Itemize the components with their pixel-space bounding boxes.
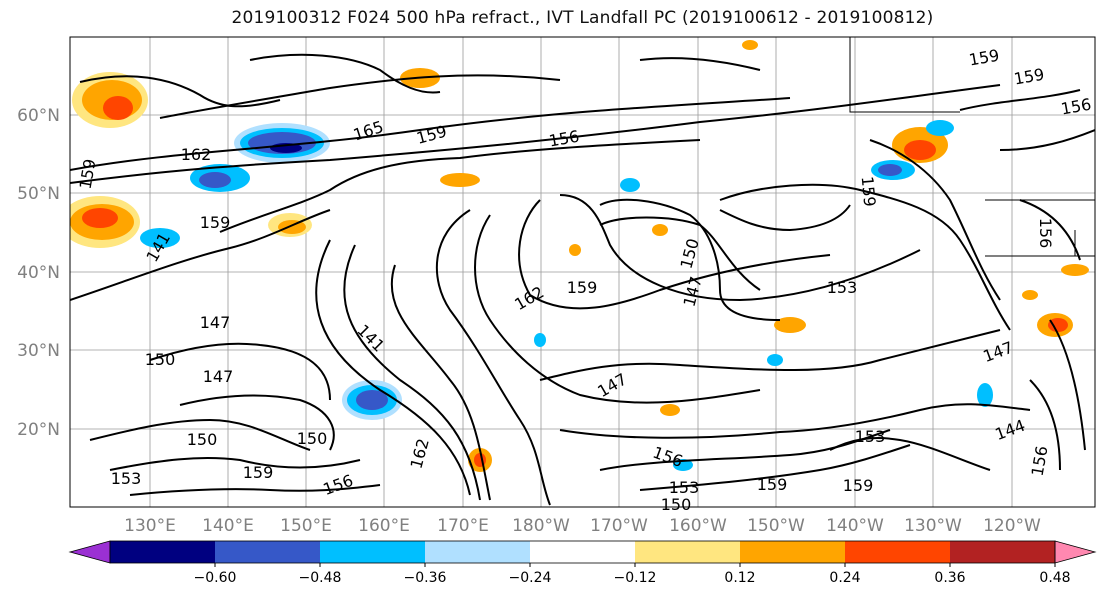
colorbar-cell — [110, 541, 215, 563]
lon-label: 140°W — [826, 516, 884, 536]
colorbar-cell — [425, 541, 530, 563]
contour-label: 150 — [297, 429, 328, 448]
colorbar: −0.60 −0.48 −0.36 −0.24 −0.12 0.12 0.24 0.36 0.4… — [68, 540, 1097, 586]
colorbar-cell — [215, 541, 320, 563]
lon-label: 170°E — [437, 516, 489, 536]
map-title: 2019100312 F024 500 hPa refract., IVT La… — [231, 8, 934, 28]
colorbar-cell — [740, 541, 845, 563]
colorbar-extend-low — [68, 540, 111, 564]
colorbar-cell — [320, 541, 425, 563]
lon-label: 160°E — [358, 516, 410, 536]
contour-label: 147 — [203, 367, 234, 386]
lon-label: 120°W — [983, 516, 1041, 536]
contour-label: 150 — [145, 350, 176, 369]
lon-label: 170°W — [590, 516, 648, 536]
contour-label: 153 — [669, 478, 700, 497]
lon-label: 150°W — [747, 516, 805, 536]
lon-label: 180°W — [512, 516, 570, 536]
colorbar-cell — [950, 541, 1055, 563]
lat-label: 20°N — [17, 420, 60, 440]
contour-label: 159 — [243, 463, 274, 482]
land-boundaries — [849, 37, 1095, 257]
colorbar-tick-label: −0.36 — [404, 570, 447, 586]
contour-label: 159 — [757, 475, 788, 494]
refractivity-contours — [70, 53, 1095, 506]
contour-label: 153 — [111, 469, 142, 488]
contour-label: 150 — [187, 430, 218, 449]
contour-label: 153 — [827, 278, 858, 297]
colorbar-cell — [530, 541, 635, 563]
colorbar-tick-label: 0.24 — [829, 570, 860, 586]
map-panel — [69, 36, 1096, 508]
contour-label: 156 — [1036, 218, 1055, 249]
lon-label: 160°W — [669, 516, 727, 536]
lat-label: 40°N — [17, 263, 60, 283]
colorbar-tick-label: 0.12 — [724, 570, 755, 586]
lat-label: 60°N — [17, 106, 60, 126]
contour-label: 147 — [200, 313, 231, 332]
contour-label: 159 — [858, 175, 880, 207]
colorbar-cell — [845, 541, 950, 563]
colorbar-tick-label: 0.36 — [934, 570, 965, 586]
contour-label: 159 — [200, 213, 231, 232]
contour-label: 150 — [661, 495, 692, 514]
latitude-labels: 60°N 50°N 40°N 30°N 20°N — [17, 106, 60, 440]
colorbar-extend-high — [1054, 540, 1097, 564]
lon-label: 150°E — [280, 516, 332, 536]
colorbar-tick-label: 0.48 — [1039, 570, 1070, 586]
contour-label: 159 — [567, 278, 598, 297]
contour-label: 159 — [843, 476, 874, 495]
colorbar-tick-label: −0.60 — [194, 570, 237, 586]
lon-label: 140°E — [202, 516, 254, 536]
contour-label: 153 — [855, 427, 886, 446]
lat-label: 50°N — [17, 184, 60, 204]
colorbar-tick-label: −0.12 — [614, 570, 657, 586]
lon-label: 130°W — [904, 516, 962, 536]
colorbar-outline — [109, 540, 1056, 564]
longitude-labels: 130°E 140°E 150°E 160°E 170°E 180°W 170°… — [124, 516, 1041, 536]
colorbar-tick-label: −0.24 — [509, 570, 552, 586]
lat-label: 30°N — [17, 341, 60, 361]
colorbar-cell — [635, 541, 740, 563]
colorbar-tick-label: −0.48 — [299, 570, 342, 586]
lon-label: 130°E — [124, 516, 176, 536]
contour-label: 162 — [181, 145, 212, 164]
